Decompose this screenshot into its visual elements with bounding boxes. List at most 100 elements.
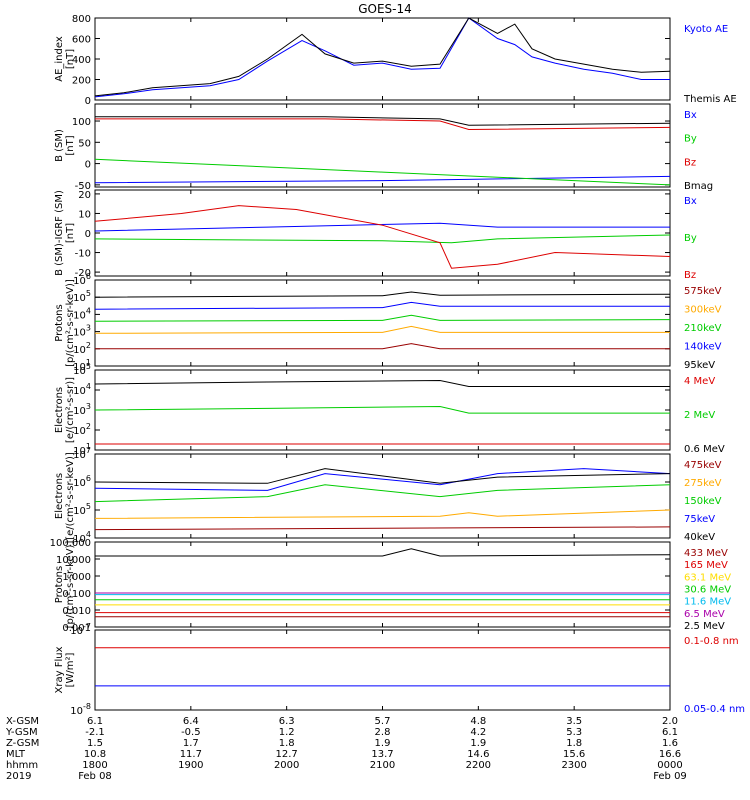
y-tick-label: 107 [73, 446, 91, 461]
series-line-95kev [94, 291, 671, 298]
series-line-75kev [94, 468, 671, 491]
time-axis-value: 14.6 [467, 749, 489, 760]
y-axis-label: Xray Flux[W/m²] [54, 646, 76, 693]
time-axis-value: 10.8 [84, 749, 106, 760]
y-tick-label: 103 [73, 324, 91, 339]
y-tick-label: 102 [73, 422, 91, 437]
panel-frame [94, 189, 671, 277]
time-axis-row-label: Y-GSM [5, 727, 38, 738]
legend-label: 4 MeV [684, 376, 715, 387]
legend-label: By [684, 134, 697, 145]
series-line-300kev [94, 325, 670, 334]
y-tick-label: 106 [73, 272, 91, 287]
y-tick-label: 101 [73, 442, 91, 457]
panel-frame [94, 369, 671, 451]
y-tick-label: 105 [73, 289, 91, 304]
series-line-bx [94, 222, 670, 232]
y-tick-label: 50 [78, 138, 91, 149]
chart-title: GOES-14 [358, 2, 412, 16]
legend-label: 0.6 MeV [684, 444, 725, 455]
series-line-150kev [94, 484, 671, 503]
time-axis-value: 2000 [274, 760, 299, 771]
legend-label: 433 MeV [684, 548, 728, 559]
legend-label: Bz [684, 157, 696, 168]
y-tick-label: 100.000 [50, 538, 91, 549]
legend-label: 11.6 MeV [684, 597, 731, 608]
y-tick-label: 0 [85, 160, 91, 171]
time-axis-value: 1900 [178, 760, 203, 771]
legend-label: By [684, 233, 697, 244]
legend-label: 2 MeV [684, 410, 715, 421]
time-axis-value: 1.2 [279, 727, 295, 738]
time-axis-value: 6.3 [279, 716, 295, 727]
time-axis-value: 6.1 [87, 716, 103, 727]
legend-label: 300keV [684, 305, 722, 316]
time-axis-row-label: 2019 [6, 771, 31, 782]
time-axis-value: Feb 09 [653, 771, 687, 782]
legend-label: Themis AE [683, 94, 737, 105]
y-tick-label: 104 [73, 530, 91, 545]
time-axis-value: 16.6 [659, 749, 681, 760]
time-axis-value: 5.3 [566, 727, 582, 738]
y-tick-label: 102 [73, 341, 91, 356]
time-axis-value: 6.4 [183, 716, 199, 727]
y-tick-label: 0.100 [62, 589, 91, 600]
panel-frame [94, 279, 671, 367]
series-line-140kev [94, 301, 670, 310]
y-tick-label: 103 [73, 402, 91, 417]
series-line-0-6-mev [94, 379, 670, 387]
y-tick-label: 0.001 [62, 623, 91, 634]
time-axis-value: 5.7 [375, 716, 391, 727]
series-line-bz [95, 118, 671, 131]
time-axis-value: 1.5 [87, 738, 103, 749]
series-line-themis-ae [94, 17, 671, 97]
legend-label: 210keV [684, 323, 722, 334]
legend-label: Bx [684, 196, 697, 207]
y-tick-label: 400 [72, 55, 91, 66]
series-line-40kev [94, 468, 671, 484]
y-tick-label: 1.000 [62, 572, 91, 583]
time-axis-value: 4.8 [470, 716, 486, 727]
y-tick-label: 20 [78, 190, 91, 201]
time-axis-value: 0000 [657, 760, 682, 771]
series-line-2-5-mev [95, 548, 671, 557]
time-axis-value: -0.5 [181, 727, 201, 738]
legend-label: 30.6 MeV [684, 585, 731, 596]
y-tick-label: 10 [78, 209, 91, 220]
time-axis-value: Feb 08 [78, 771, 112, 782]
y-tick-label: 100 [72, 117, 91, 128]
time-axis-value: 2.8 [375, 727, 391, 738]
time-axis-value: 11.7 [180, 749, 202, 760]
legend-label: 150keV [684, 496, 722, 507]
y-tick-label: 10-7 [70, 622, 91, 637]
time-axis-value: 1.8 [279, 738, 295, 749]
y-tick-label: 106 [73, 474, 91, 489]
series-line-bz [94, 205, 671, 269]
legend-label: 140keV [684, 342, 722, 353]
y-tick-label: -20 [75, 268, 91, 279]
series-line-475kev [94, 526, 671, 531]
series-line-by [94, 234, 671, 244]
legend-label: 575keV [684, 286, 722, 297]
legend-label: Kyoto AE [684, 24, 728, 35]
y-axis-label: Electrons[e/(cm²-s-sr-keV)] [54, 452, 76, 540]
legend-label: 165 MeV [684, 560, 728, 571]
time-axis-value: 1.6 [662, 738, 678, 749]
series-line-210kev [94, 314, 671, 322]
series-line-by [94, 158, 671, 186]
y-tick-label: 200 [72, 76, 91, 87]
time-axis-value: 1.8 [566, 738, 582, 749]
time-axis-value: 1.7 [183, 738, 199, 749]
panel-7: 0.001 0.010 0.100 1.000 10.000 100.000Protons… [50, 538, 732, 634]
y-tick-label: 101 [73, 358, 91, 373]
time-axis-value: 2300 [561, 760, 586, 771]
panel-frame [94, 629, 671, 711]
legend-label: 2.5 MeV [684, 621, 725, 632]
time-axis-value: 4.2 [470, 727, 486, 738]
time-axis-value: 1800 [82, 760, 107, 771]
time-axis-value: 2200 [466, 760, 491, 771]
series-line-kyoto-ae [94, 17, 670, 98]
legend-label: 95keV [684, 360, 715, 371]
y-tick-label: 600 [72, 35, 91, 46]
